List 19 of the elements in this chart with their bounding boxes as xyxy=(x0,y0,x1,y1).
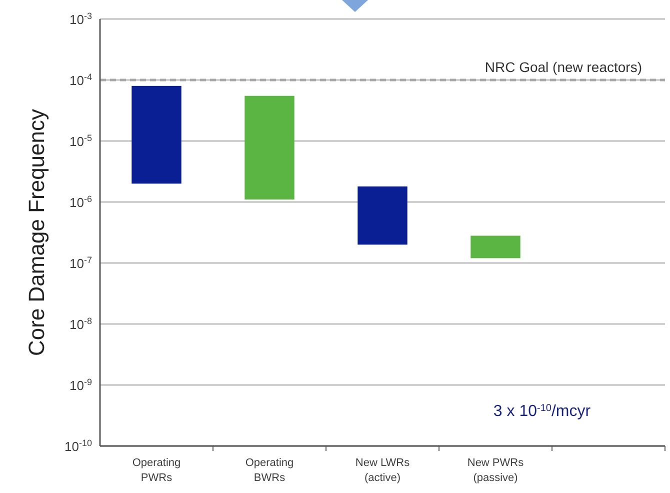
y-tick-label: 10$^{-5}$ xyxy=(70,133,92,149)
x-tick-label: New PWRs (passive) xyxy=(467,457,524,484)
bar xyxy=(132,86,182,184)
y-tick-label: 10$^{-6}$ xyxy=(70,194,92,210)
y-tick-label: 10$^{-3}$ xyxy=(70,11,92,27)
bar xyxy=(244,96,294,200)
y-tick-label: 10$^{-9}$ xyxy=(70,377,92,393)
y-axis-title: Core Damage Frequency xyxy=(24,108,49,356)
y-tick-label: 10$^{-8}$ xyxy=(70,316,92,332)
ref-line-label: NRC Goal (new reactors) xyxy=(484,59,642,75)
x-tick-label: Operating BWRs xyxy=(245,457,294,484)
y-tick-label: 10$^{-10}$ xyxy=(64,438,92,454)
y-tick-label: 10$^{-4}$ xyxy=(70,72,92,88)
annotation: 3 x 10$^{-10}$/mcyr xyxy=(493,402,592,420)
x-tick-label: Operating PWRs xyxy=(132,457,181,484)
bar xyxy=(358,186,408,245)
x-tick-label: New LWRs (active) xyxy=(355,457,410,484)
bar xyxy=(470,236,520,258)
y-tick-label: 10$^{-7}$ xyxy=(70,255,92,271)
